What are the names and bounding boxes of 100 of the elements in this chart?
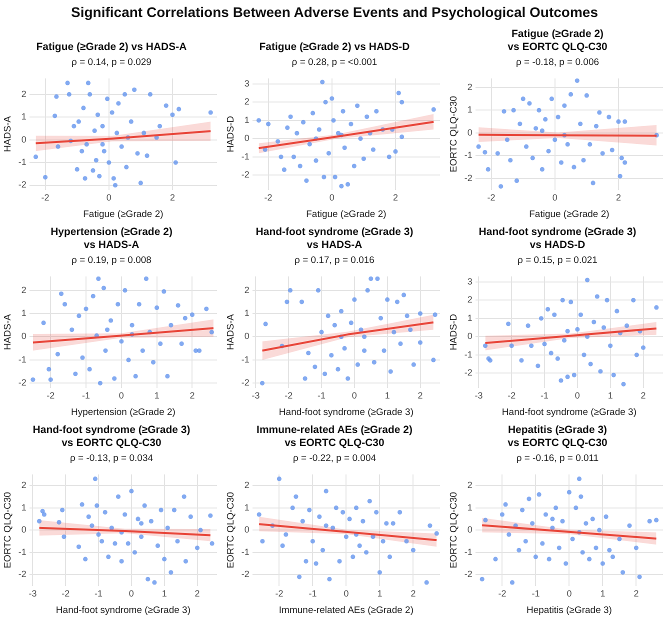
y-tick-label: 0 — [244, 133, 250, 144]
point — [408, 327, 413, 332]
point — [418, 311, 423, 316]
x-axis-title: Fatigue (≥Grade 2) — [306, 208, 386, 220]
point — [288, 114, 293, 120]
point — [594, 294, 600, 299]
point — [340, 510, 346, 515]
x-tick-label: -3 — [28, 588, 37, 599]
point — [148, 92, 153, 97]
y-axis-title: EORTC QLQ-C30 — [448, 492, 460, 568]
point — [552, 137, 558, 142]
point — [92, 476, 98, 482]
point — [610, 148, 614, 152]
point — [182, 494, 186, 499]
point — [618, 174, 622, 178]
point — [322, 372, 328, 376]
point — [606, 114, 612, 120]
chart-title: Hepatitis (≥Grade 3) vs EORTC QLQ-C30 — [508, 424, 608, 450]
point — [208, 513, 213, 518]
x-tick-label: 2 — [194, 588, 200, 599]
chart-subtitle: ρ = -0.18, p = 0.006 — [516, 57, 600, 68]
point — [526, 323, 530, 328]
point — [65, 80, 70, 86]
point — [314, 561, 318, 566]
point — [411, 362, 416, 367]
point — [580, 550, 585, 555]
x-tick-label: 0 — [329, 192, 334, 203]
point — [208, 110, 213, 115]
point — [587, 556, 592, 562]
point — [431, 107, 436, 112]
point — [320, 548, 326, 552]
point — [400, 134, 404, 140]
point — [209, 330, 214, 334]
point — [482, 150, 488, 155]
point — [607, 548, 612, 552]
point — [502, 109, 506, 114]
point — [204, 306, 209, 312]
point — [300, 518, 305, 524]
point — [139, 534, 144, 540]
y-tick-label: -2 — [464, 368, 472, 378]
point — [323, 100, 328, 104]
y-tick-label: -2 — [241, 378, 250, 388]
point — [307, 142, 312, 146]
point — [536, 364, 540, 368]
point — [294, 130, 300, 136]
point — [568, 92, 574, 97]
point — [387, 554, 392, 560]
point — [102, 148, 106, 154]
point — [634, 352, 639, 358]
y-tick-label: 2 — [467, 480, 472, 490]
point — [578, 494, 584, 499]
point — [326, 314, 330, 318]
point — [576, 476, 582, 482]
point — [319, 330, 324, 334]
point — [114, 130, 120, 136]
point — [332, 322, 337, 328]
point — [627, 523, 632, 528]
point — [404, 314, 410, 318]
y-tick-label: 0 — [244, 524, 250, 535]
point — [622, 119, 628, 124]
point — [592, 320, 596, 324]
point — [392, 330, 396, 334]
y-tick-label: -1 — [464, 546, 472, 557]
point — [634, 546, 638, 550]
point — [566, 490, 572, 495]
x-tick-label: 2 — [190, 390, 195, 401]
chart-title: Immune-related AEs (≥Grade 2) vs EORTC QLQ-C30 — [256, 424, 412, 450]
point — [540, 128, 544, 133]
point — [562, 103, 567, 108]
point — [350, 554, 356, 560]
point — [339, 184, 344, 188]
point — [604, 514, 608, 520]
point — [263, 322, 268, 326]
chart-subtitle: ρ = -0.16, p = 0.011 — [516, 453, 599, 464]
point — [165, 526, 170, 530]
point — [102, 510, 108, 515]
point — [622, 160, 628, 165]
y-tick-label: 0 — [244, 331, 250, 342]
point — [520, 96, 526, 102]
point — [314, 158, 318, 163]
point — [70, 327, 74, 332]
point — [588, 142, 592, 147]
point — [298, 164, 302, 168]
point — [312, 364, 318, 370]
point — [190, 312, 195, 317]
chart-title: Hypertension (≥Grade 2) vs HADS-A — [50, 226, 172, 252]
point — [511, 108, 516, 113]
point — [604, 298, 610, 302]
point — [518, 122, 522, 126]
point — [348, 122, 354, 126]
point — [352, 297, 357, 302]
point — [570, 536, 575, 542]
point — [197, 348, 202, 353]
point — [597, 110, 602, 115]
point — [256, 512, 262, 517]
y-tick-label: 2 — [21, 88, 26, 99]
point — [543, 117, 548, 122]
point — [538, 316, 544, 321]
x-tick-label: -3 — [474, 390, 483, 401]
point — [434, 531, 439, 536]
